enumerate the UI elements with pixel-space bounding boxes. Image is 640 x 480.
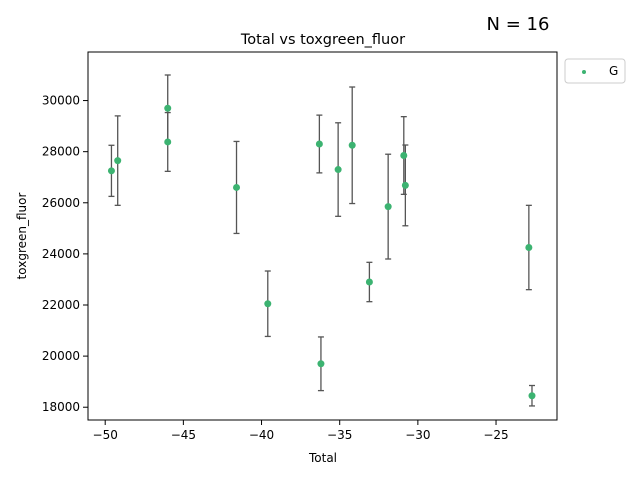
data-point (233, 183, 241, 191)
y-tick-label: 18000 (42, 400, 80, 414)
y-tick-label: 26000 (42, 196, 80, 210)
y-axis-label: toxgreen_fluor (15, 193, 29, 280)
data-point (107, 167, 115, 175)
data-point (401, 181, 409, 189)
legend-marker (582, 70, 586, 74)
data-point (525, 244, 533, 251)
x-tick-label: −30 (405, 428, 430, 442)
data-point (164, 138, 172, 146)
y-tick-label: 24000 (42, 247, 80, 261)
y-tick-label: 28000 (42, 145, 80, 159)
x-tick-label: −45 (171, 428, 196, 442)
data-point (348, 141, 356, 149)
x-tick-label: −50 (93, 428, 118, 442)
plot-layer (107, 74, 536, 407)
legend-box (564, 58, 626, 84)
plot-frame (87, 51, 558, 421)
data-point (384, 203, 392, 211)
data-point (317, 360, 325, 368)
x-axis-label: Total (308, 451, 337, 465)
x-axis: −50 −45 −40 −35 −30 −25 (93, 420, 509, 442)
data-point (114, 157, 122, 165)
data-point (315, 140, 323, 148)
data-point (365, 278, 373, 286)
data-point (528, 392, 536, 400)
y-tick-label: 30000 (42, 94, 80, 108)
legend: G (564, 58, 626, 84)
sample-count-annotation: N = 16 (487, 14, 550, 35)
y-axis: 18000 20000 22000 24000 26000 28000 30000 (42, 94, 88, 414)
x-tick-label: −35 (327, 428, 352, 442)
data-point (334, 166, 342, 174)
x-tick-label: −40 (249, 428, 274, 442)
data-point (164, 104, 172, 112)
x-tick-label: −25 (483, 428, 508, 442)
data-point (400, 152, 408, 159)
y-tick-label: 20000 (42, 349, 80, 363)
legend-label: G (609, 64, 618, 78)
data-point (264, 300, 272, 308)
y-tick-label: 22000 (42, 298, 80, 312)
chart-title: Total vs toxgreen_fluor (240, 32, 405, 48)
